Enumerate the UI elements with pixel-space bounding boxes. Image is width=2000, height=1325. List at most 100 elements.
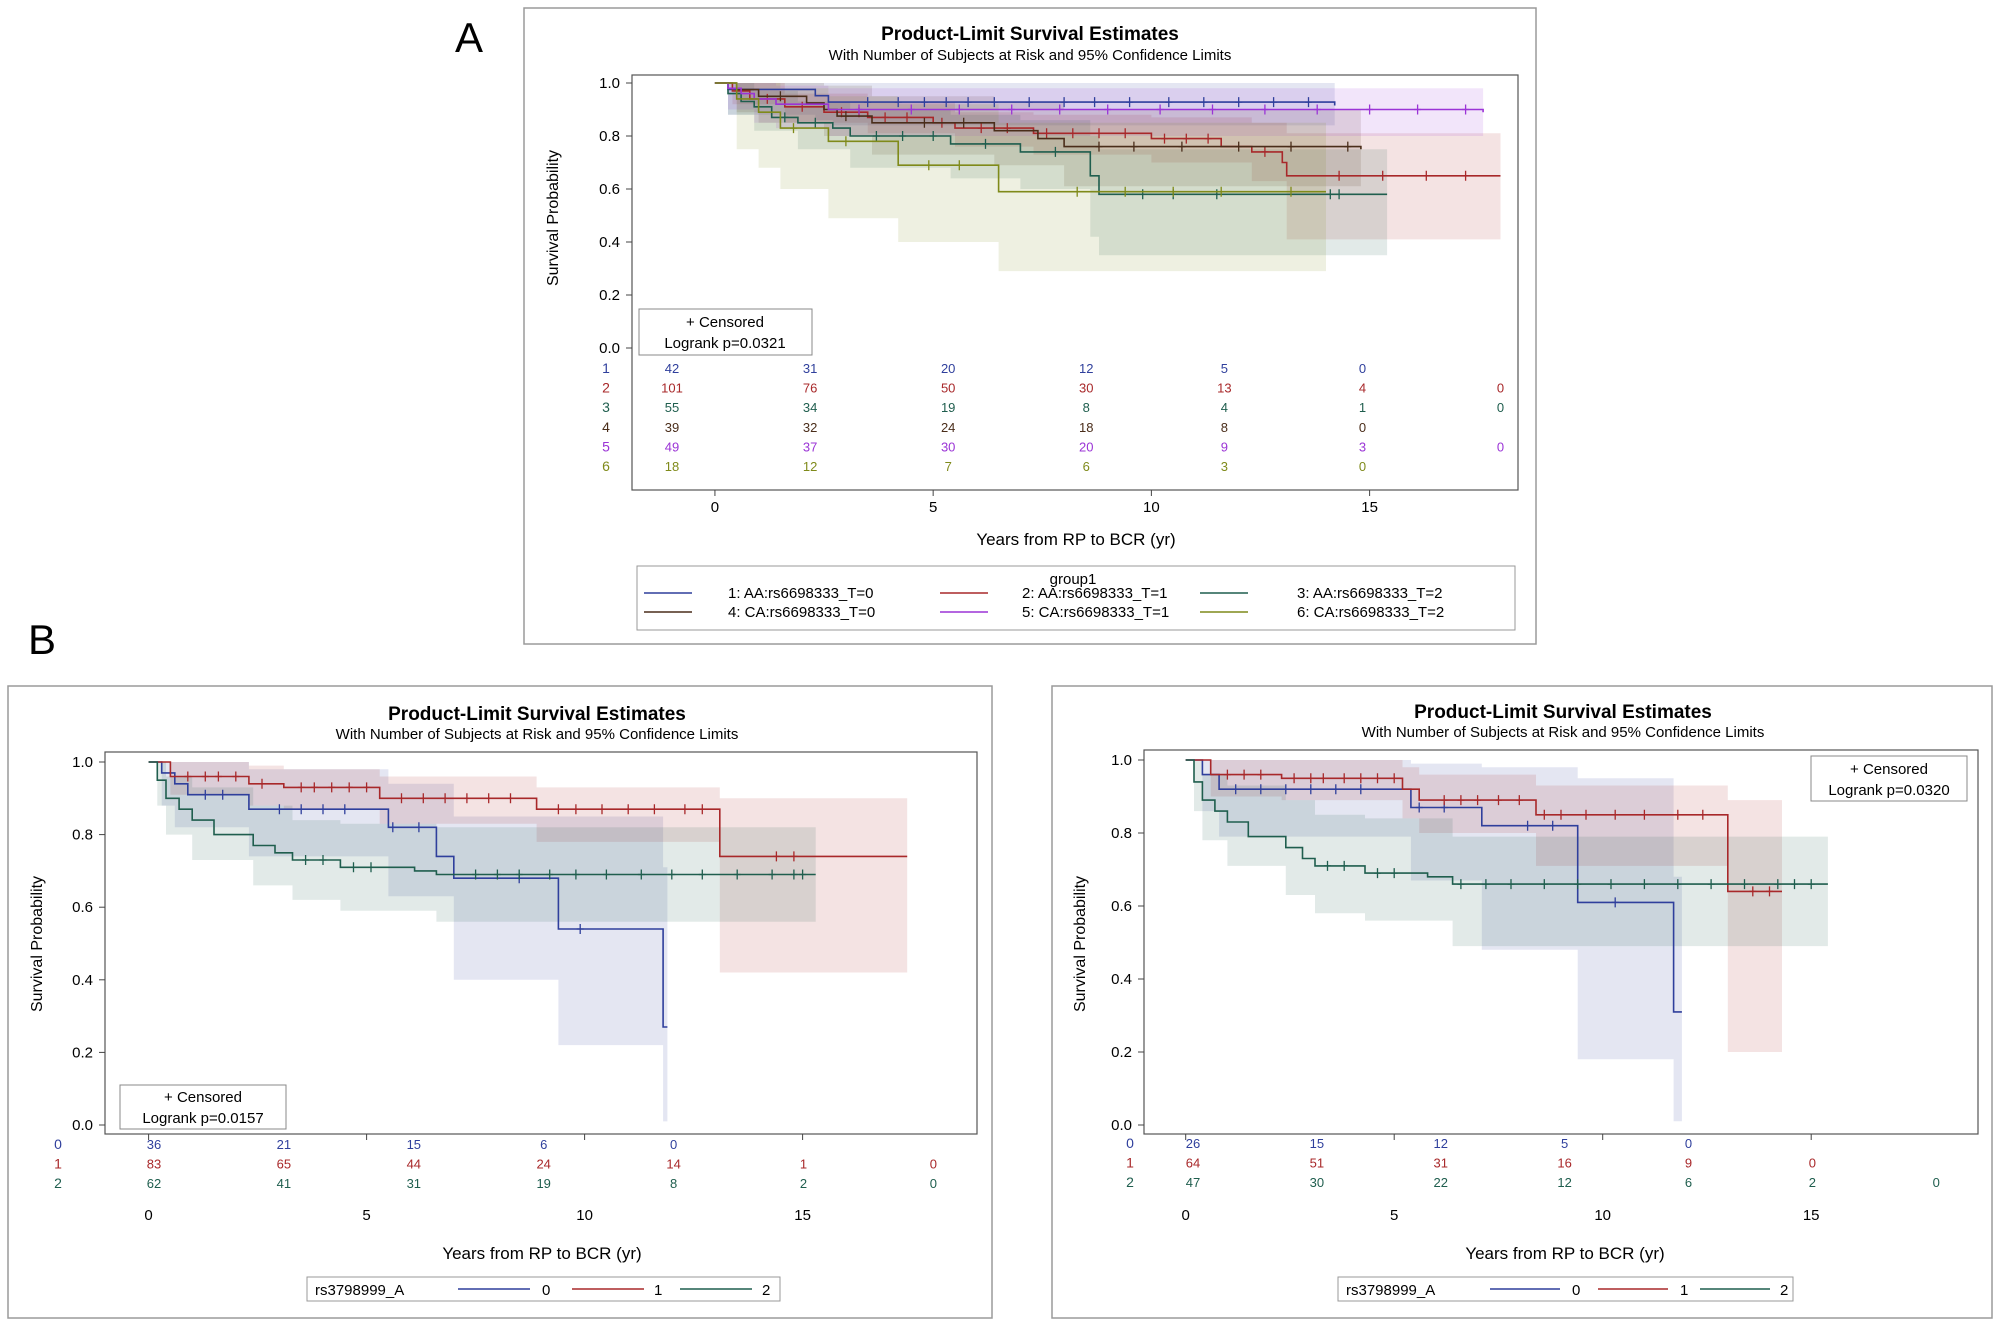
chart-a-censor-mark [955, 160, 963, 171]
chart-b2-band-0 [1185, 760, 1682, 1122]
chart-b1-censor-mark [415, 822, 423, 833]
chart-b2-censor-mark [1457, 795, 1465, 806]
chart-b1-risk-count: 62 [147, 1176, 161, 1191]
chart-a-censor-mark [1422, 170, 1430, 181]
chart-a-censor-mark [1204, 133, 1212, 144]
chart-b2-censor-mark [1611, 809, 1619, 820]
chart-b2-censor-mark [1332, 784, 1340, 795]
chart-a-ytick-label: 0.4 [599, 234, 620, 251]
chart-b2-censor-mark [1791, 879, 1798, 890]
chart-b1-risk-row-label: 1 [54, 1156, 62, 1172]
chart-a-legend-label: 4: CA:rs6698333_T=0 [728, 604, 875, 621]
chart-a-risk-count: 8 [1083, 400, 1090, 415]
chart-b2-censor-mark [1340, 773, 1348, 784]
chart-b2-curve-2 [1185, 759, 1828, 885]
chart-b1-band-2 [148, 762, 816, 922]
chart-b2-risk-count: 51 [1310, 1156, 1324, 1171]
chart-a-censor-mark [855, 104, 863, 115]
chart-a-censor-mark [1209, 104, 1216, 115]
chart-b2-band-1 [1185, 760, 1782, 1052]
chart-a-risk-count: 6 [1083, 459, 1090, 474]
chart-a-risk-count: 12 [803, 459, 817, 474]
chart-b2-censor-mark [1340, 860, 1348, 871]
chart-a-legend-label: 1: AA:rs6698333_T=0 [728, 585, 874, 602]
chart-b2-censor-mark [1307, 773, 1315, 784]
chart-b2-censor-mark [1390, 868, 1398, 879]
chart-b2-risk-count: 6 [1685, 1175, 1692, 1190]
chart-a-censor-mark [1069, 128, 1077, 139]
chart-b1-censor-mark [572, 869, 580, 880]
chart-a-risk-row-label: 6 [602, 458, 610, 474]
chart-a-censor-mark [881, 112, 889, 123]
chart-a-censor-mark [1104, 104, 1112, 115]
chart-b2-censor-mark [1766, 886, 1773, 897]
chart-b1-censor-mark [258, 778, 266, 789]
chart-b2-ytick-label: 0.6 [1111, 898, 1132, 915]
chart-a-legend-label: 3: AA:rs6698333_T=2 [1297, 585, 1443, 602]
chart-b2-censor-mark [1515, 795, 1523, 806]
chart-a-censor-mark [1126, 97, 1134, 108]
chart-b1-legend-label: 0 [542, 1282, 550, 1299]
chart-b1-plot [148, 761, 908, 1122]
chart-a-censor-mark [1313, 104, 1321, 115]
chart-a-risk-count: 0 [1359, 459, 1366, 474]
chart-b2-risk-count: 30 [1310, 1175, 1324, 1190]
chart-b1-censor-mark [554, 804, 562, 815]
chart-b1-risk-count: 83 [147, 1157, 161, 1172]
chart-a-risk-count: 19 [941, 400, 955, 415]
chart-b1-risk-count: 0 [670, 1137, 677, 1152]
chart-a-censor-mark [1462, 104, 1470, 115]
chart-b2-censor-mark [1540, 879, 1548, 890]
chart-a-censor-mark [964, 97, 972, 108]
chart-b1-censor-mark [463, 793, 471, 804]
chart-b2-censor-mark [1611, 897, 1619, 908]
chart-b2-censor-mark [1540, 809, 1548, 820]
chart-a-risk-count: 0 [1497, 439, 1504, 454]
chart-a-censor-mark [872, 131, 880, 141]
chart-b2-censor-mark [1374, 773, 1381, 784]
chart-b1-risk-count: 0 [930, 1176, 937, 1191]
chart-b1-censor-mark [485, 793, 493, 804]
chart-b2-risk-count: 0 [1685, 1136, 1692, 1151]
chart-b1-censor-mark [624, 804, 632, 815]
chart-b1-risk-count: 8 [670, 1176, 677, 1191]
chart-a-censor-mark [842, 136, 850, 147]
chart-b1-ytick-label: 1.0 [72, 754, 93, 771]
chart-b1-censor-mark [398, 793, 405, 804]
chart-a-risk-count: 101 [661, 381, 683, 396]
chart-b1-censor-mark [302, 855, 310, 865]
chart-b2-plot [1185, 759, 1828, 1122]
chart-b1-censor-mark [799, 869, 807, 880]
chart-b2-censor-mark [1741, 879, 1748, 890]
chart-a-curve-4 [714, 82, 1362, 150]
chart-b1-censor-mark [184, 771, 192, 782]
chart-b1-censor-mark [546, 869, 554, 880]
chart-b1-censor-mark [772, 851, 780, 862]
chart-a-risk-row-label: 3 [602, 399, 610, 415]
chart-a-censor-mark [1344, 141, 1352, 152]
chart-b1-band-0 [148, 762, 668, 1122]
chart-b2-censor-mark [1232, 784, 1240, 795]
chart-a-risk-count: 5 [1221, 361, 1228, 376]
chart-b1-risk-row-label: 0 [54, 1136, 62, 1152]
chart-a-censor-mark [1091, 97, 1099, 108]
chart-b1-censor-mark [668, 869, 676, 880]
chart-a-risk-count: 0 [1497, 400, 1504, 415]
chart-a-risk-row-label: 1 [602, 360, 610, 376]
chart-b2-risk-count: 31 [1434, 1156, 1448, 1171]
chart-a-plot [714, 82, 1501, 272]
chart-b2-risk-count: 0 [1809, 1156, 1816, 1171]
chart-b2-risk-count: 12 [1557, 1175, 1571, 1190]
chart-a-risk-count: 9 [1221, 439, 1228, 454]
chart-b2-censor-mark [1524, 820, 1532, 831]
chart-b1-legend-label: 2 [762, 1282, 770, 1299]
chart-b1-censor-mark [319, 804, 327, 815]
chart-b1-title: Product-Limit Survival Estimates [388, 704, 686, 725]
chart-b1-risk-count: 6 [540, 1137, 547, 1152]
chart-b2-risk-count: 12 [1434, 1136, 1448, 1151]
chart-a-risk-count: 18 [1079, 420, 1093, 435]
chart-b2-censor-mark [1357, 784, 1365, 795]
chart-b2-censor-mark [1807, 879, 1815, 890]
chart-a-xtick-label: 0 [711, 499, 719, 516]
chart-a-censor-mark [842, 111, 850, 122]
